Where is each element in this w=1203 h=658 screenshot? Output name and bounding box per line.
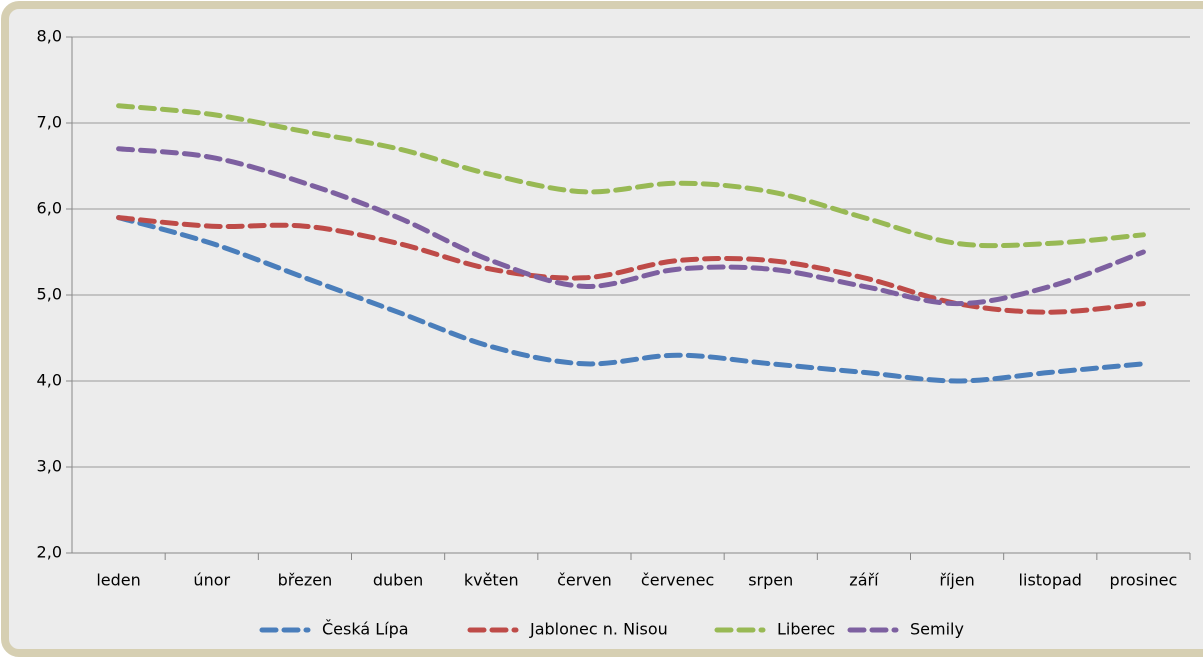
series-line (116, 215, 1146, 384)
legend-label: Semily (910, 620, 964, 639)
x-tick-label: červenec (641, 571, 714, 590)
x-tick-label: duben (373, 571, 423, 590)
legend-label: Liberec (777, 620, 835, 639)
y-tick-label: 3,0 (37, 457, 62, 476)
x-tick-label: srpen (748, 571, 793, 590)
x-tick-label: prosinec (1110, 571, 1178, 590)
y-tick-label: 2,0 (37, 543, 62, 562)
x-tick-label: říjen (939, 571, 974, 590)
y-tick-label: 7,0 (37, 113, 62, 132)
x-tick-label: leden (96, 571, 140, 590)
series-line (116, 103, 1146, 249)
y-tick-label: 5,0 (37, 285, 62, 304)
y-tick-label: 4,0 (37, 371, 62, 390)
y-tick-label: 6,0 (37, 199, 62, 218)
x-tick-label: únor (193, 571, 230, 590)
x-tick-label: listopad (1019, 571, 1082, 590)
x-tick-label: květen (464, 571, 519, 590)
y-tick-label: 8,0 (37, 27, 62, 46)
x-tick-label: březen (278, 571, 333, 590)
x-tick-label: červen (557, 571, 612, 590)
series-line (116, 146, 1146, 307)
legend-label: Česká Lípa (322, 620, 409, 639)
series-line (116, 215, 1146, 315)
legend-label: Jablonec n. Nisou (529, 620, 668, 639)
x-tick-label: září (849, 571, 879, 590)
